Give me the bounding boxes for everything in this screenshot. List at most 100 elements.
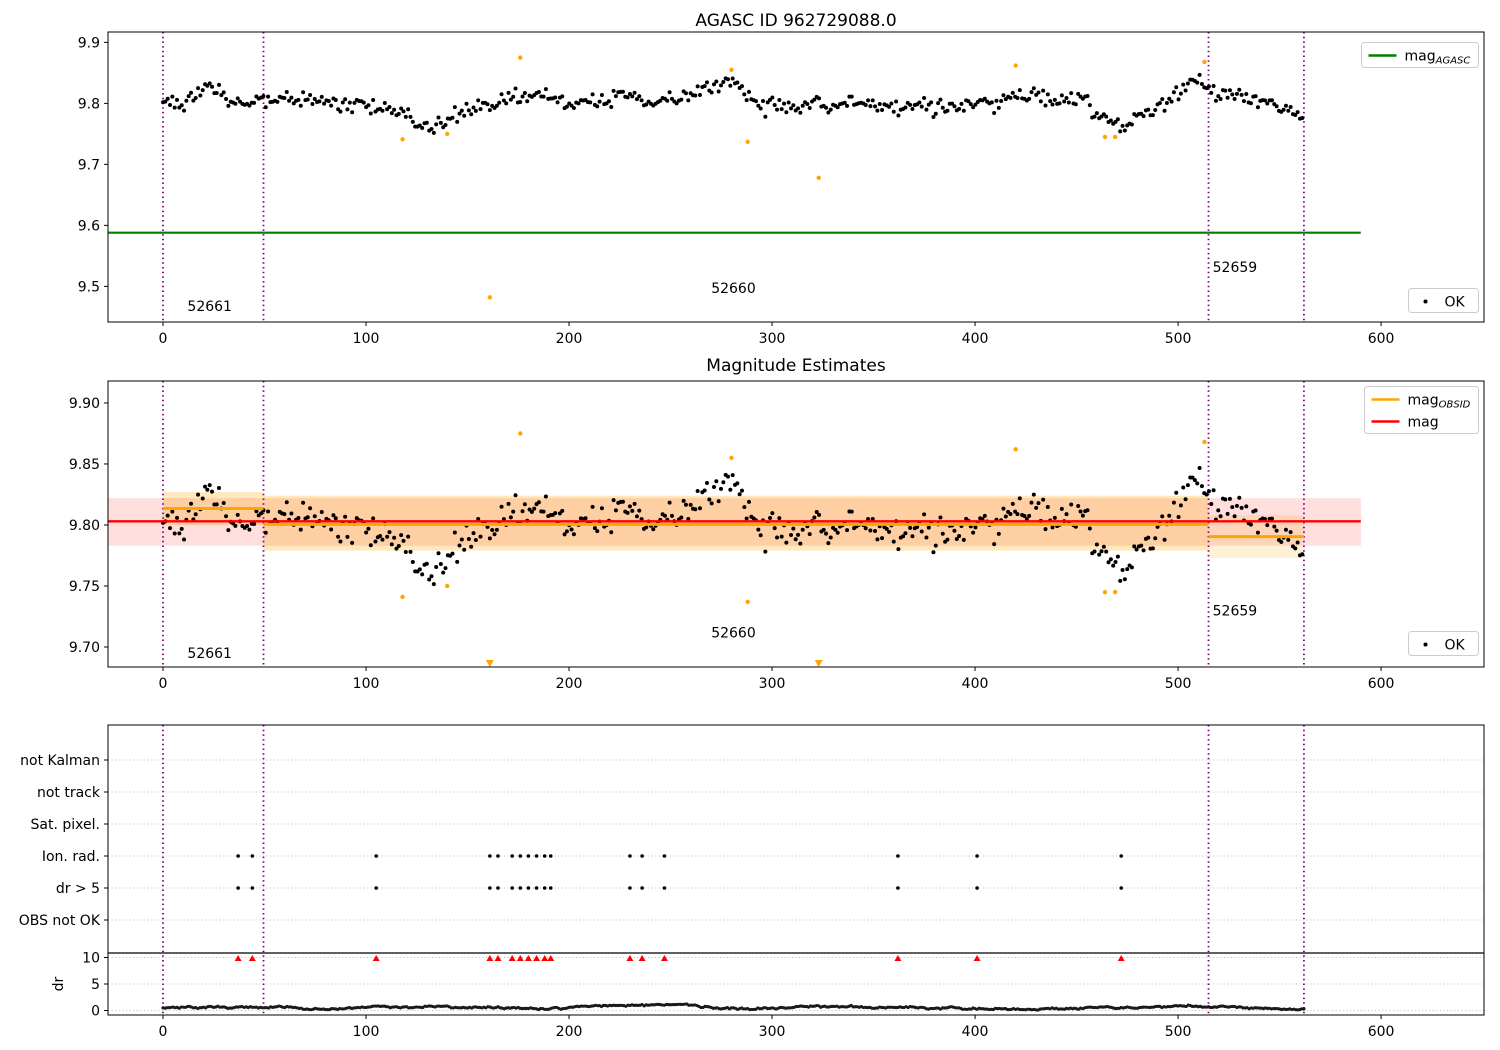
x-axis-ticks: 0 100 200 300 400 500 600 (159, 1015, 1395, 1040)
x-tick-label: 400 (962, 331, 989, 347)
x-tick-label: 200 (556, 1024, 583, 1040)
legend-label: OK (1445, 638, 1466, 654)
legend-label: mag (1408, 415, 1439, 431)
top-panel-title: AGASC ID 962729088.0 (695, 11, 897, 31)
dr-axis-title: dr (51, 976, 67, 991)
flag-category-label: Ion. rad. (42, 849, 100, 865)
dr-clipped-triangle (894, 955, 902, 961)
dr-clipped-triangle (973, 955, 981, 961)
clipped-low-markers (485, 660, 823, 667)
obsid-mag-segments (163, 507, 1304, 539)
x-tick-label: 600 (1368, 676, 1395, 692)
x-tick-label: 500 (1165, 1024, 1192, 1040)
middle-ok-legend: OK (1408, 631, 1479, 656)
middle-panel-title: Magnitude Estimates (706, 356, 886, 376)
x-tick-label: 100 (353, 676, 380, 692)
dr-clipped-triangle (494, 955, 502, 961)
top-legend: magAGASC (1361, 42, 1479, 68)
flag-points (236, 854, 1124, 890)
dr-clipped-triangle (1117, 955, 1125, 961)
panel-frame (107, 724, 1485, 1016)
dr-clipped-triangle (516, 955, 524, 961)
x-tick-label: 600 (1368, 331, 1395, 347)
dr-clipped-triangle (248, 955, 256, 961)
flag-category-label: not track (37, 785, 101, 801)
panel-frame (107, 31, 1485, 323)
y-tick-label: 9.6 (78, 218, 100, 234)
dr-clipped-triangle (234, 955, 242, 961)
x-tick-label: 500 (1165, 676, 1192, 692)
legend-label: OK (1445, 295, 1466, 311)
y-tick-label: 9.85 (69, 457, 100, 473)
dr-tick-labels: 0 5 10 (82, 951, 108, 1020)
dr-clipped-triangle (372, 955, 380, 961)
y-axis-ticks: 9.70 9.75 9.80 9.85 9.90 (69, 396, 108, 656)
y-axis-ticks: 9.5 9.6 9.7 9.8 9.9 (78, 35, 108, 295)
dr-clipped-triangle (626, 955, 634, 961)
y-tick-label: 9.8 (78, 96, 100, 112)
dr-tick-label: 5 (91, 977, 100, 993)
y-tick-label: 9.7 (78, 157, 100, 173)
dr-tick-label: 0 (91, 1004, 100, 1020)
obsid-label: 52661 (187, 646, 232, 662)
x-tick-label: 0 (159, 1024, 168, 1040)
dr-clipped-triangle (547, 955, 555, 961)
flag-category-labels: not Kalman not track Sat. pixel. Ion. rad. d… (19, 753, 108, 929)
clipped-low-triangle (485, 660, 494, 667)
obsid-boundary-vlines (162, 381, 1305, 667)
obsid-label: 52660 (711, 625, 756, 641)
panel-frame (107, 380, 1485, 668)
dr-clipped-triangle (533, 955, 541, 961)
dr-clipped-triangle (508, 955, 516, 961)
x-tick-label: 100 (353, 331, 380, 347)
dr-clipped-triangle (486, 955, 494, 961)
x-tick-label: 300 (759, 676, 786, 692)
dr-clipped-triangle (638, 955, 646, 961)
x-tick-label: 600 (1368, 1024, 1395, 1040)
y-tick-label: 9.70 (69, 640, 100, 656)
flag-category-label: not Kalman (20, 753, 100, 769)
flag-category-label: OBS not OK (19, 913, 101, 929)
top-scatter-not-ok-points (400, 55, 1207, 300)
dr-clipped-triangle (524, 955, 532, 961)
y-tick-label: 9.9 (78, 35, 100, 51)
x-axis-ticks: 0 100 200 300 400 500 600 (159, 322, 1395, 347)
x-tick-label: 100 (353, 1024, 380, 1040)
dr-clipped-triangle (660, 955, 668, 961)
x-tick-label: 500 (1165, 331, 1192, 347)
clipped-low-triangle (814, 660, 823, 667)
dr-tick-label: 10 (82, 951, 100, 967)
x-tick-label: 200 (556, 676, 583, 692)
dr-clipped-triangle (541, 955, 549, 961)
y-tick-label: 9.80 (69, 518, 100, 534)
obsid-label: 52661 (187, 299, 232, 315)
x-axis-ticks: 0 100 200 300 400 500 600 (159, 667, 1395, 692)
obsid-label: 52659 (1213, 260, 1258, 276)
flag-category-label: dr > 5 (56, 881, 100, 897)
y-tick-label: 9.90 (69, 396, 100, 412)
x-tick-label: 400 (962, 1024, 989, 1040)
top-ok-legend: OK (1408, 288, 1479, 313)
middle-scatter-not-ok-points (400, 431, 1207, 605)
dr-clipped-markers (234, 955, 1125, 961)
y-tick-label: 9.75 (69, 579, 100, 595)
obsid-boundary-vlines (162, 32, 1305, 322)
x-tick-label: 400 (962, 676, 989, 692)
x-tick-label: 300 (759, 1024, 786, 1040)
dr-axis-label: dr (51, 976, 67, 991)
x-tick-label: 0 (159, 676, 168, 692)
top-scatter-ok-points (161, 72, 1305, 135)
top-obsid-labels: 52661 52660 52659 (187, 260, 1257, 315)
dr-series-points (161, 1002, 1306, 1012)
flag-category-label: Sat. pixel. (31, 817, 100, 833)
obsid-label: 52660 (711, 281, 756, 297)
x-tick-label: 300 (759, 331, 786, 347)
x-tick-label: 200 (556, 331, 583, 347)
obsid-boundary-vlines (162, 725, 1305, 1015)
flags-gridlines (108, 759, 1484, 1011)
obsid-label: 52659 (1213, 603, 1258, 619)
y-tick-label: 9.5 (78, 279, 100, 295)
